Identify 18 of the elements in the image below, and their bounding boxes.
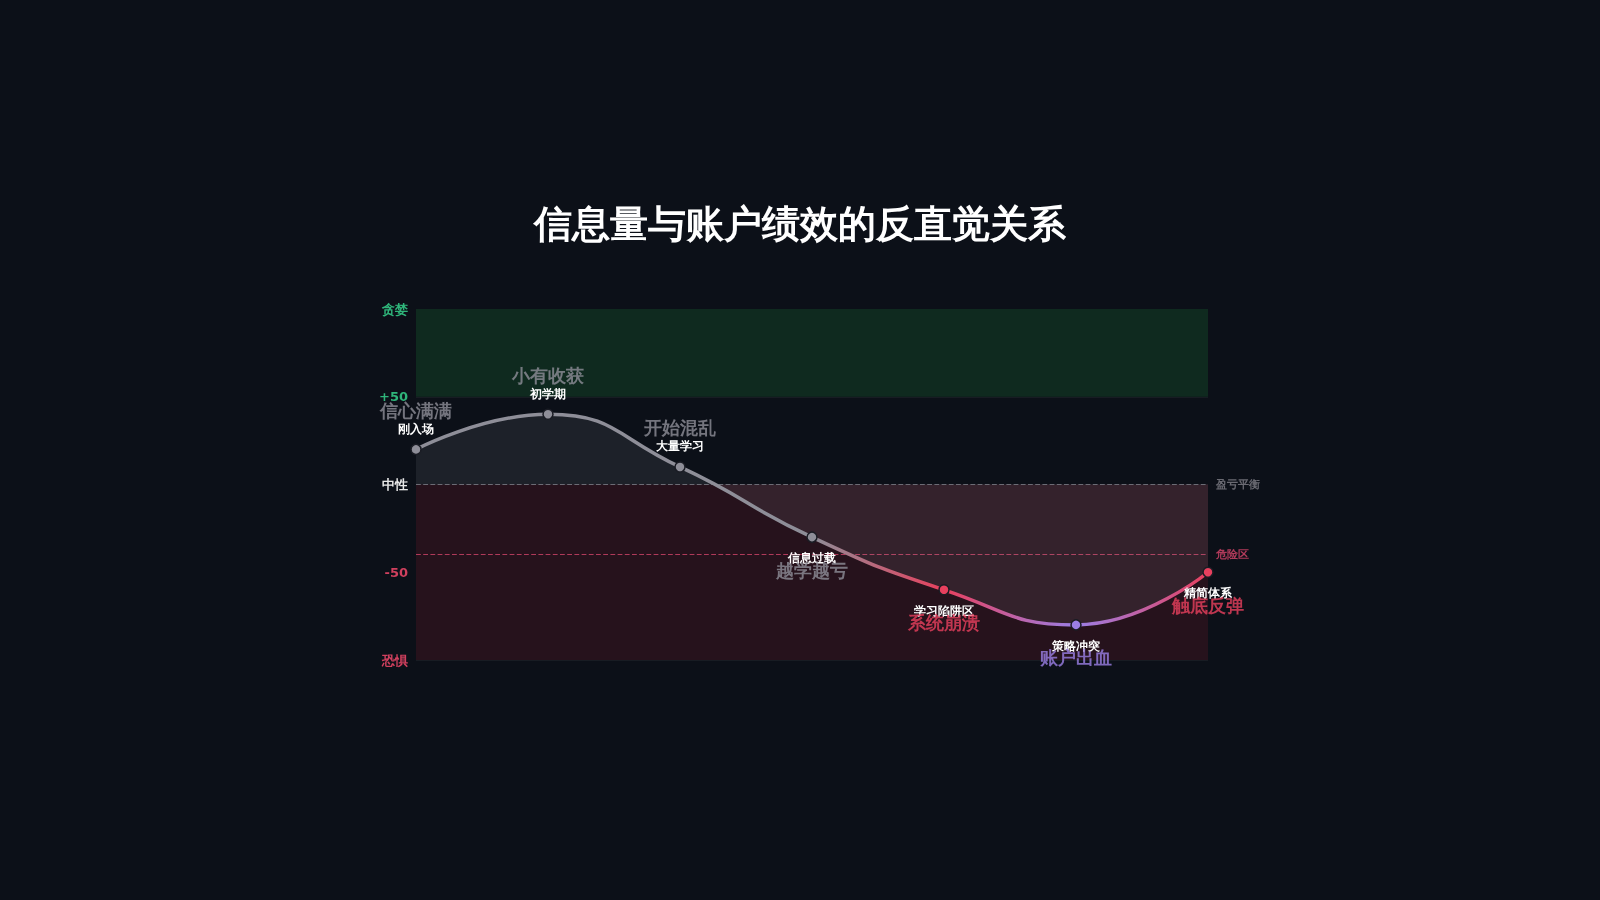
- y-tick-label: 贪婪: [381, 301, 408, 317]
- point: [1202, 566, 1214, 578]
- ref-line-label: 盈亏平衡: [1215, 478, 1260, 491]
- point: [410, 443, 422, 456]
- x-tick-label: 刚入场: [398, 421, 434, 436]
- x-tick-label: 大量学习: [656, 439, 704, 454]
- y-tick-label: 中性: [382, 477, 408, 492]
- point: [674, 461, 686, 473]
- point: [806, 531, 818, 543]
- annotation: 小有收获: [511, 364, 584, 386]
- y-tick-label: -50: [384, 564, 408, 580]
- y-tick-label: 恐惧: [381, 652, 408, 668]
- annotation: 开始混乱: [643, 417, 716, 439]
- point: [1070, 619, 1082, 631]
- ref-line-label: 危险区: [1215, 548, 1249, 562]
- chart-title: 信息量与账户绩效的反直觉关系: [532, 202, 1067, 246]
- x-tick-label: 初学期: [529, 386, 566, 401]
- point: [938, 584, 950, 596]
